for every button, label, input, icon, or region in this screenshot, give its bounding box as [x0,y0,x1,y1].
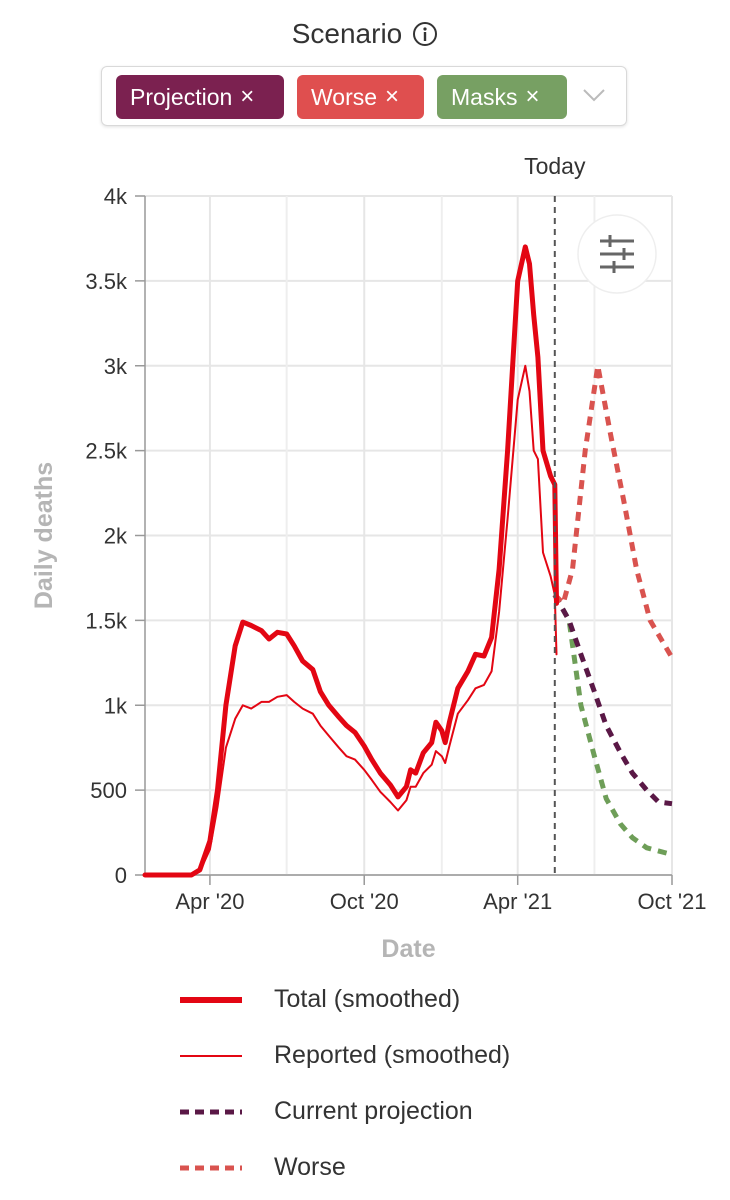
chip-label: Projection [130,83,233,110]
close-icon[interactable]: × [525,83,540,110]
legend-item[interactable]: Worse [180,1153,346,1182]
y-tick-label: 500 [90,778,127,803]
y-tick-label: 2.5k [85,439,128,464]
sliders-icon[interactable] [577,214,657,294]
legend-label: Current projection [274,1097,473,1125]
scenario-header: Scenario [0,18,730,50]
legend-item[interactable]: Total (smoothed) [180,985,460,1014]
chip-label: Worse [311,83,378,110]
y-tick-label: 3.5k [85,269,128,294]
legend-swatch [180,1054,242,1057]
series-line [552,593,673,858]
scenario-selector[interactable]: Projection × Worse × Masks × [101,66,627,126]
x-tick-label: Oct '21 [637,889,706,914]
y-tick-label: 2k [104,524,128,549]
series-line [553,363,675,659]
legend-label: Total (smoothed) [274,985,461,1013]
today-label: Today [524,153,586,179]
y-tick-label: 4k [104,184,128,209]
chip-worse[interactable]: Worse × [297,75,424,119]
legend-swatch [180,1165,242,1170]
scenario-title: Scenario [291,18,403,49]
close-icon[interactable]: × [240,83,255,110]
legend-item[interactable]: Current projection [180,1097,473,1126]
legend-swatch [180,1109,242,1114]
chip-label: Masks [451,83,518,110]
chip-projection[interactable]: Projection × [116,75,284,119]
series-line [552,593,673,807]
legend-label: Worse [274,1153,346,1181]
y-tick-label: 1k [104,693,128,718]
chart-area: 0 500 1k 1.5k 2k 2.5k 3k 3.5k 4k Apr '20 Oct '20 Ap… [0,140,730,980]
chip-masks[interactable]: Masks × [437,75,567,119]
y-tick-label: 1.5k [85,608,128,633]
close-icon[interactable]: × [385,83,400,110]
daily-deaths-chart: 0 500 1k 1.5k 2k 2.5k 3k 3.5k 4k Apr '20 Oct '20 Ap… [30,153,707,963]
x-axis-title: Date [381,935,435,963]
legend-swatch [180,996,242,1003]
y-tick-label: 0 [115,863,127,888]
x-tick-label: Apr '21 [483,889,552,914]
y-axis-title: Daily deaths [30,462,58,609]
x-tick-label: Apr '20 [175,889,244,914]
info-icon[interactable] [412,21,438,47]
legend-label: Reported (smoothed) [274,1041,511,1069]
series-line [144,364,558,876]
x-tick-label: Oct '20 [330,889,399,914]
y-tick-label: 3k [104,354,128,379]
chevron-down-icon[interactable] [582,87,606,103]
legend-item[interactable]: Reported (smoothed) [180,1041,510,1070]
series-line [142,244,559,878]
